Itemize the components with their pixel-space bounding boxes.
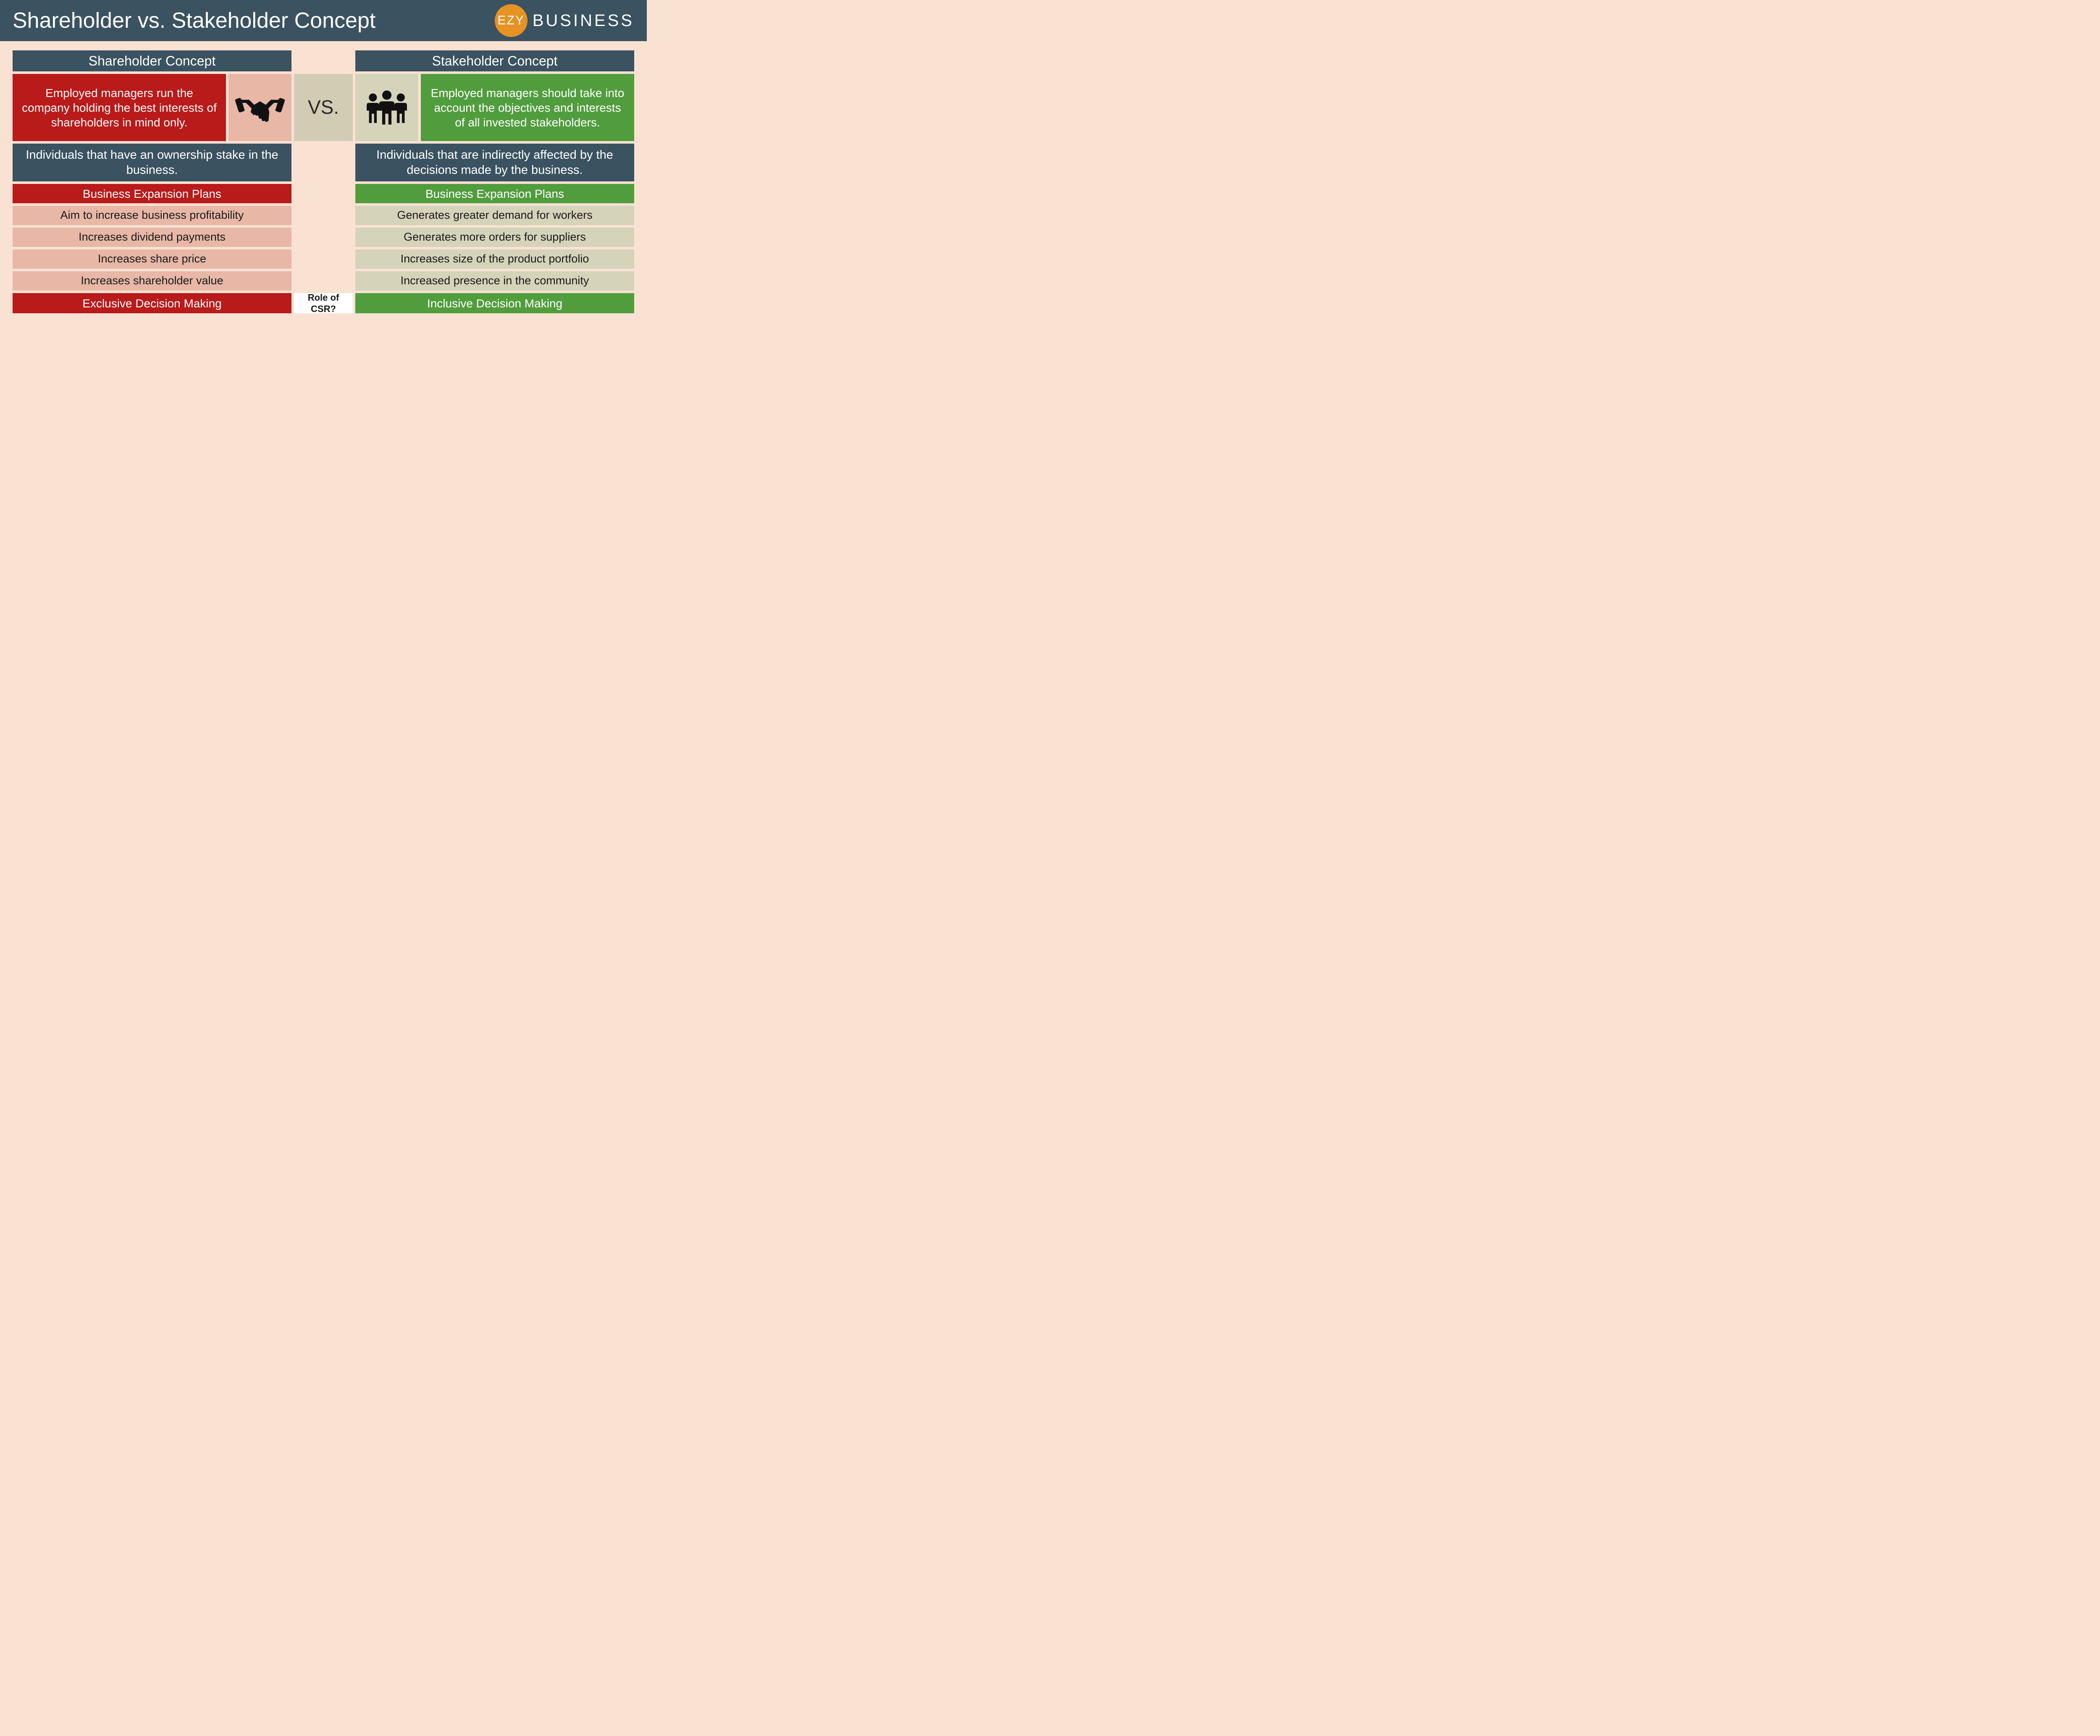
left-definition: Employed managers run the company holdin… bbox=[13, 74, 226, 141]
right-item-1: Generates more orders for suppliers bbox=[355, 228, 634, 247]
right-item-2: Increases size of the product portfolio bbox=[355, 249, 634, 269]
logo-text: BUSINESS bbox=[533, 11, 634, 30]
right-title: Stakeholder Concept bbox=[355, 50, 634, 71]
header-bar: Shareholder vs. Stakeholder Concept EZY … bbox=[0, 0, 647, 41]
stakeholder-column: Stakeholder Concept Employed managers sh… bbox=[355, 50, 634, 313]
vs-label: VS. bbox=[294, 74, 353, 141]
handshake-icon bbox=[228, 74, 291, 141]
right-item-3: Increased presence in the community bbox=[355, 271, 634, 291]
brand-logo: EZY BUSINESS bbox=[495, 4, 634, 37]
right-footer: Inclusive Decision Making bbox=[355, 293, 634, 313]
left-subheading: Business Expansion Plans bbox=[13, 184, 291, 203]
right-subheading: Business Expansion Plans bbox=[355, 184, 634, 203]
right-description: Individuals that are indirectly affected… bbox=[355, 144, 634, 181]
left-item-1: Increases dividend payments bbox=[13, 228, 291, 247]
mid-spacer-gap bbox=[294, 144, 353, 291]
left-item-0: Aim to increase business profitability bbox=[13, 206, 291, 225]
right-definition: Employed managers should take into accou… bbox=[421, 74, 634, 141]
page-title: Shareholder vs. Stakeholder Concept bbox=[13, 8, 375, 33]
left-definition-row: Employed managers run the company holdin… bbox=[13, 74, 291, 141]
right-definition-row: Employed managers should take into accou… bbox=[355, 74, 634, 141]
right-item-0: Generates greater demand for workers bbox=[355, 206, 634, 225]
left-title: Shareholder Concept bbox=[13, 50, 291, 71]
people-group-icon bbox=[355, 74, 418, 141]
middle-column: VS. Role of CSR? bbox=[294, 50, 353, 313]
left-item-2: Increases share price bbox=[13, 249, 291, 269]
logo-circle: EZY bbox=[495, 4, 528, 37]
csr-label: Role of CSR? bbox=[294, 293, 353, 313]
left-description: Individuals that have an ownership stake… bbox=[13, 144, 291, 181]
comparison-grid: Shareholder Concept Employed managers ru… bbox=[0, 41, 647, 323]
mid-spacer-top bbox=[294, 50, 353, 71]
left-item-3: Increases shareholder value bbox=[13, 271, 291, 291]
left-footer: Exclusive Decision Making bbox=[13, 293, 291, 313]
shareholder-column: Shareholder Concept Employed managers ru… bbox=[13, 50, 291, 313]
